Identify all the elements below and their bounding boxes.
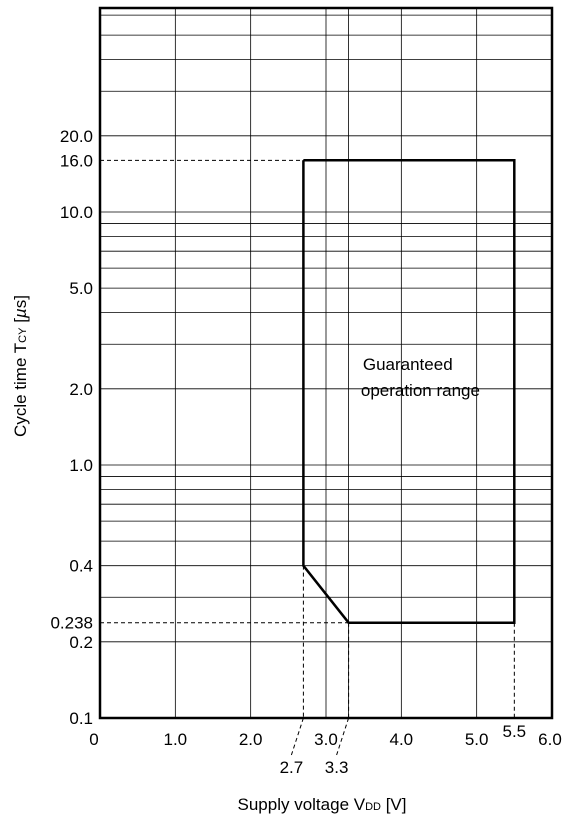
y-tick-label: 1.0 xyxy=(69,456,93,475)
y-tick-label: 0.4 xyxy=(69,557,93,576)
x-reference-label: 5.5 xyxy=(503,722,527,741)
y-tick-label: 0.1 xyxy=(69,709,93,728)
y-tick-label: 20.0 xyxy=(60,127,93,146)
y-tick-label: 2.0 xyxy=(69,380,93,399)
x-leader-line xyxy=(336,717,350,756)
y-axis-label: Cycle time TCY [µs] xyxy=(11,295,30,437)
x-axis-label-main: Supply voltage V xyxy=(238,795,366,814)
annotation-line-2: operation range xyxy=(361,381,480,400)
x-tick-label: 6.0 xyxy=(538,730,562,749)
x-reference-label: 2.7 xyxy=(280,758,304,777)
y-tick-label: 10.0 xyxy=(60,203,93,222)
x-tick-label: 0 xyxy=(89,730,98,749)
x-tick-label: 2.0 xyxy=(239,730,263,749)
x-tick-label: 5.0 xyxy=(465,730,489,749)
y-axis-label-mu: µ xyxy=(11,308,30,319)
y-axis-label-unit: [ xyxy=(11,318,30,328)
y-axis-label-main: Cycle time T xyxy=(11,343,30,437)
x-leader-line xyxy=(290,717,304,756)
annotation-line-1: Guaranteed xyxy=(363,355,453,374)
x-axis-label-unit: [V] xyxy=(381,795,407,814)
reference-lines xyxy=(100,159,515,756)
grid-layer xyxy=(100,8,552,718)
x-axis-label: Supply voltage VDD [V] xyxy=(238,795,407,814)
series-layer xyxy=(302,159,516,624)
tick-labels: 0 1.0 2.0 3.0 4.0 5.0 6.0 0.1 0.2 0.4 1.0 2.0 5.0 10.… xyxy=(50,127,561,777)
plot-frame xyxy=(98,6,554,720)
y-axis-label-end: s] xyxy=(11,295,30,308)
x-tick-label: 1.0 xyxy=(164,730,188,749)
y-reference-label: 16.0 xyxy=(60,151,93,170)
x-tick-label: 4.0 xyxy=(390,730,414,749)
operation-range-boundary xyxy=(302,159,516,624)
y-axis-label-sub: CY xyxy=(17,327,29,343)
x-tick-label: 3.0 xyxy=(314,730,338,749)
y-tick-label: 5.0 xyxy=(69,279,93,298)
x-axis-label-sub: DD xyxy=(365,801,381,813)
y-reference-label: 0.238 xyxy=(50,614,93,633)
y-tick-label: 0.2 xyxy=(69,633,93,652)
x-reference-label: 3.3 xyxy=(325,758,349,777)
